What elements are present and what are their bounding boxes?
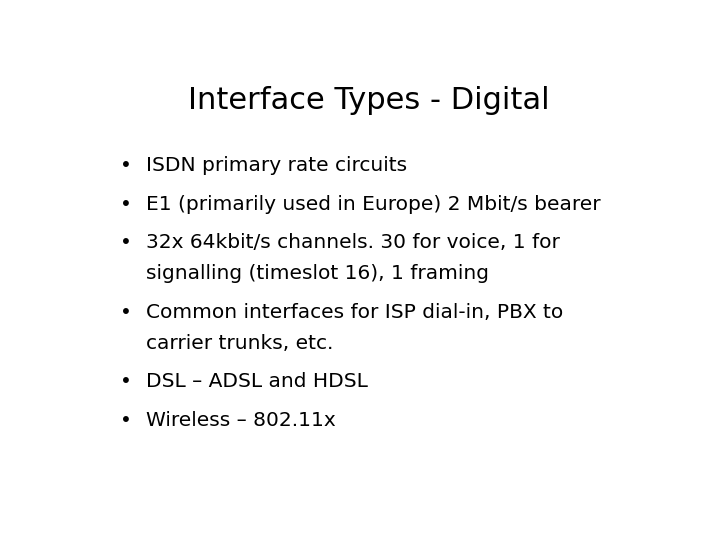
Text: •: • [120, 156, 132, 176]
Text: •: • [120, 411, 132, 430]
Text: •: • [120, 194, 132, 213]
Text: •: • [120, 233, 132, 252]
Text: •: • [120, 302, 132, 322]
Text: E1 (primarily used in Europe) 2 Mbit/s bearer: E1 (primarily used in Europe) 2 Mbit/s b… [145, 194, 600, 213]
Text: Common interfaces for ISP dial-in, PBX to: Common interfaces for ISP dial-in, PBX t… [145, 302, 563, 322]
Text: ISDN primary rate circuits: ISDN primary rate circuits [145, 156, 407, 176]
Text: Interface Types - Digital: Interface Types - Digital [188, 85, 550, 114]
Text: 32x 64kbit/s channels. 30 for voice, 1 for: 32x 64kbit/s channels. 30 for voice, 1 f… [145, 233, 559, 252]
Text: DSL – ADSL and HDSL: DSL – ADSL and HDSL [145, 373, 368, 392]
Text: •: • [120, 373, 132, 392]
Text: Wireless – 802.11x: Wireless – 802.11x [145, 411, 336, 430]
Text: carrier trunks, etc.: carrier trunks, etc. [145, 334, 333, 353]
Text: signalling (timeslot 16), 1 framing: signalling (timeslot 16), 1 framing [145, 265, 489, 284]
